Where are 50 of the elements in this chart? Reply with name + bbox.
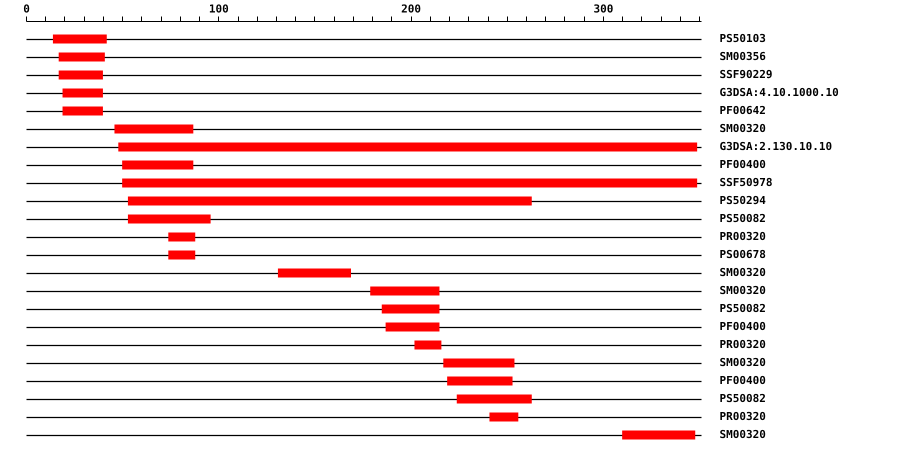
bar (443, 358, 514, 368)
y-tick-label: PS00678 (720, 248, 766, 261)
y-tick-label: PR00320 (720, 338, 766, 351)
y-tick-label: PF00400 (720, 374, 766, 387)
x-tick-label: 100 (208, 2, 229, 16)
y-tick-label: G3DSA:4.10.1000.10 (720, 86, 839, 99)
bar (118, 142, 698, 152)
bar (58, 52, 105, 62)
bar (278, 268, 351, 278)
y-tick-label: SM00320 (720, 356, 766, 369)
bar (168, 250, 196, 260)
y-tick-label: PR00320 (720, 230, 766, 243)
y-tick-label: SM00320 (720, 428, 766, 441)
x-tick-label: 0 (23, 2, 30, 16)
bar (370, 286, 440, 296)
bar (128, 196, 532, 206)
bar (58, 70, 103, 80)
y-tick-label: PS50082 (720, 302, 766, 315)
y-tick-label: SM00320 (720, 266, 766, 279)
bar (386, 322, 440, 332)
bar (489, 412, 518, 422)
x-tick-label: 200 (401, 2, 422, 16)
bar (62, 88, 103, 98)
bar (168, 232, 196, 242)
y-tick-label: PS50082 (720, 392, 766, 405)
bar (122, 160, 194, 170)
y-tick-label: PS50082 (720, 212, 766, 225)
bar (447, 376, 513, 386)
y-tick-label: G3DSA:2.130.10.10 (720, 140, 832, 153)
x-tick-label: 300 (593, 2, 614, 16)
bar (382, 304, 440, 314)
y-tick-label: SM00320 (720, 122, 766, 135)
bar (456, 394, 532, 404)
bar (62, 106, 103, 116)
y-tick-label: PF00400 (720, 320, 766, 333)
bar (622, 430, 696, 440)
y-tick-label: SSF90229 (720, 68, 772, 81)
y-tick-label: SSF50978 (720, 176, 772, 189)
bar (114, 124, 194, 134)
y-tick-label: PF00642 (720, 104, 766, 117)
y-tick-label: SM00320 (720, 284, 766, 297)
bar (128, 214, 211, 224)
y-tick-label: PR00320 (720, 410, 766, 423)
bar (122, 178, 698, 188)
bar (414, 340, 442, 350)
y-tick-label: PS50103 (720, 32, 766, 45)
y-tick-label: SM00356 (720, 50, 766, 63)
y-tick-label: PF00400 (720, 158, 766, 171)
bar (52, 34, 107, 44)
y-tick-label: PS50294 (720, 194, 766, 207)
